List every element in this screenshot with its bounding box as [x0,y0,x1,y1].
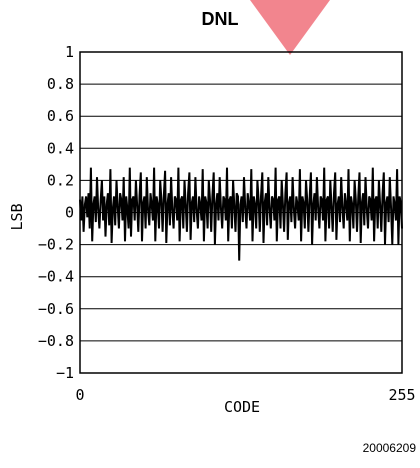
y-tick-label: −0.2 [38,236,74,254]
y-tick-label: −0.4 [38,268,74,286]
x-tick-label: 255 [388,386,415,404]
x-tick-label: 0 [75,386,84,404]
x-axis-label: CODE [224,398,260,416]
y-tick-label: −0.8 [38,332,74,350]
y-tick-labels: 1 0.8 0.6 0.4 0.2 0 −0.2 −0.4 −0.6 −0.8 −1 [38,43,74,382]
figure-code: 20006209 [363,441,417,455]
watermark-shape [250,0,330,55]
y-tick-label: −1 [56,364,74,382]
y-tick-label: −0.6 [38,300,74,318]
y-axis-label: LSB [8,203,26,230]
dnl-series-line [79,167,403,261]
y-tick-label: 0 [65,204,74,222]
y-tick-label: 0.8 [47,75,74,93]
x-tick-labels: 0 255 [75,386,415,404]
y-tick-label: 0.4 [47,139,74,157]
y-tick-label: 0.6 [47,107,74,125]
chart-title: DNL [202,9,239,29]
y-tick-label: 0.2 [47,171,74,189]
y-tick-label: 1 [65,43,74,61]
